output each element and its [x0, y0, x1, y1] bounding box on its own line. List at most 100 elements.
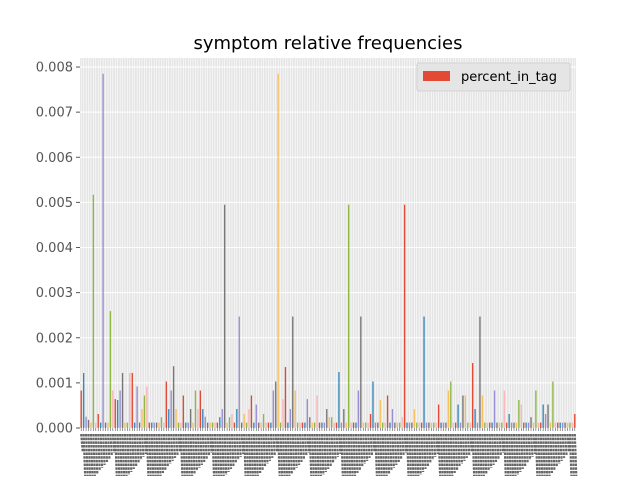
y-tick-label: 0.008 [36, 61, 73, 76]
y-tick-label: 0.007 [36, 106, 73, 121]
bar [367, 422, 369, 428]
x-tick-label [111, 433, 116, 454]
x-tick-label [281, 433, 286, 477]
x-tick-label [131, 433, 135, 470]
bar [374, 422, 377, 428]
bar [301, 422, 304, 428]
x-tick-label [89, 433, 94, 477]
x-tick-label [522, 433, 527, 467]
bar [175, 409, 177, 428]
y-tick-label: 0.004 [36, 241, 73, 256]
bar [143, 395, 146, 428]
bar [180, 422, 182, 428]
y-tick-label: 0.002 [36, 331, 73, 346]
bar [454, 422, 457, 428]
bar [97, 414, 99, 428]
x-tick-label [403, 433, 408, 454]
x-tick-label [478, 433, 483, 477]
bar [177, 422, 180, 428]
bar [503, 390, 505, 428]
y-tick-label: 0.000 [36, 422, 73, 437]
bar [219, 417, 221, 428]
bar [248, 409, 250, 428]
bar [481, 395, 484, 428]
bar [209, 422, 211, 428]
x-tick-label [170, 433, 174, 462]
x-tick-label [415, 433, 420, 477]
bar [442, 422, 445, 428]
bar [357, 390, 360, 428]
bar [226, 422, 228, 428]
bar [87, 419, 90, 428]
chart-title: symptom relative frequencies [193, 33, 462, 54]
x-tick-label [512, 433, 517, 477]
bar [172, 366, 175, 428]
x-tick-label [136, 433, 140, 464]
bar [313, 422, 316, 428]
bar [365, 422, 367, 428]
x-tick-label [157, 433, 162, 477]
x-tick-label [340, 433, 344, 477]
x-tick-label [291, 433, 296, 472]
x-tick-label [401, 433, 405, 457]
x-tick-label [257, 433, 262, 474]
x-tick-label [92, 433, 96, 477]
x-tick-label [364, 433, 369, 462]
x-tick-label [323, 433, 327, 473]
bar [372, 381, 374, 428]
bar [413, 409, 415, 428]
x-tick-label [551, 433, 556, 471]
x-tick-label [121, 433, 126, 477]
x-tick-label [345, 433, 349, 477]
bar [243, 414, 245, 428]
x-tick-label [223, 433, 228, 476]
bar [440, 422, 442, 428]
bar [508, 414, 510, 428]
bar [532, 422, 535, 428]
bar [498, 422, 501, 428]
x-tick-label [252, 433, 257, 477]
x-tick-label [172, 433, 177, 459]
bar [255, 404, 257, 428]
x-tick-label [384, 433, 388, 477]
bar [321, 422, 323, 428]
x-tick-label [145, 433, 150, 477]
x-tick-label [80, 433, 84, 453]
bar [518, 400, 520, 428]
bar [420, 422, 423, 428]
bar [401, 417, 403, 428]
bar [467, 422, 469, 428]
x-tick-label [539, 433, 544, 477]
x-tick-label [369, 433, 374, 456]
x-tick-label [84, 433, 89, 477]
bar [221, 409, 223, 428]
x-tick-label [233, 433, 237, 464]
bar [211, 422, 214, 428]
bar [187, 422, 189, 428]
bar [564, 422, 566, 428]
x-tick-label [529, 433, 534, 458]
x-tick-label [425, 433, 430, 467]
x-tick-label [386, 433, 391, 475]
bar [253, 422, 255, 428]
x-tick-label [298, 433, 303, 463]
x-tick-label [318, 433, 323, 477]
bar [304, 422, 306, 428]
x-tick-label [133, 433, 138, 467]
bar [238, 316, 240, 428]
x-tick-label [104, 433, 109, 463]
x-tick-label [167, 433, 172, 465]
bar [192, 422, 194, 428]
bar [486, 422, 488, 428]
x-axis [80, 428, 578, 477]
x-tick-label [422, 433, 427, 470]
x-tick-label [388, 433, 393, 472]
x-tick-label [250, 433, 255, 477]
bar [554, 422, 556, 428]
bar [170, 390, 172, 428]
bar [464, 395, 467, 428]
bar [408, 422, 411, 428]
bar [450, 381, 452, 428]
x-tick-label [245, 433, 250, 477]
